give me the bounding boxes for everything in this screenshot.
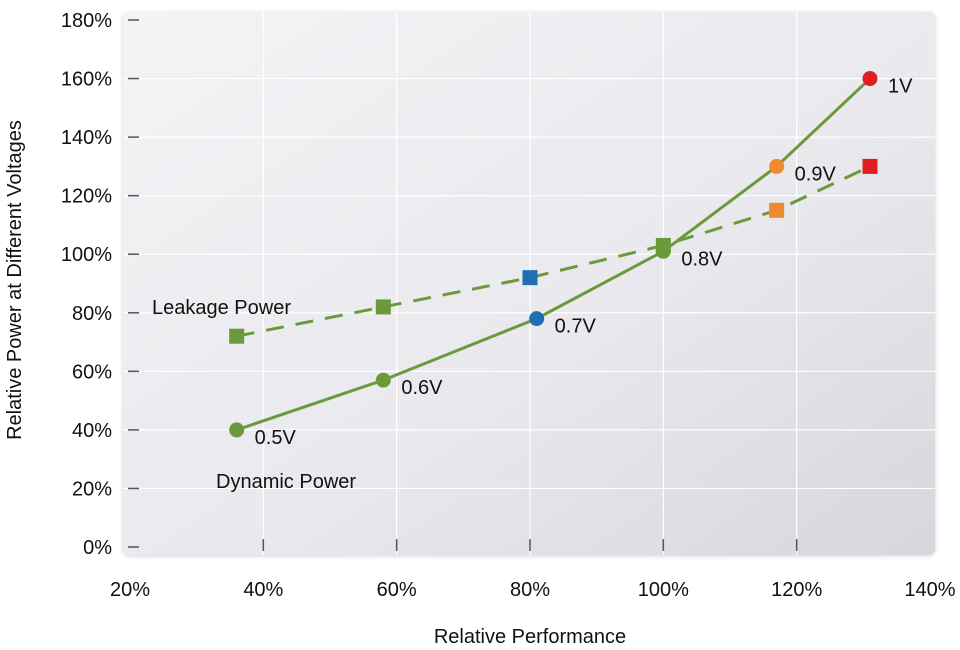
dynamic-point bbox=[529, 311, 545, 327]
point-labels: 0.5V 0.6V 0.7V 0.8V 0.9V 1V bbox=[255, 76, 913, 449]
voltage-label: 0.6V bbox=[401, 377, 443, 399]
leakage-point bbox=[375, 299, 391, 315]
y-tick-labels: 0% 20% 40% 60% 80% 100% 120% 140% 160% 180% bbox=[61, 10, 112, 559]
y-tick-label: 160% bbox=[61, 69, 112, 91]
y-tick-label: 40% bbox=[72, 420, 112, 442]
leakage-point bbox=[862, 158, 878, 174]
y-tick-label: 80% bbox=[72, 303, 112, 325]
series-lines bbox=[236, 77, 872, 432]
leakage-point bbox=[522, 270, 538, 286]
y-tick-label: 60% bbox=[72, 361, 112, 383]
series-line-dynamic bbox=[236, 77, 872, 432]
series-markers bbox=[229, 71, 878, 438]
x-tick-labels: 20% 40% 60% 80% 100% 120% 140% bbox=[110, 579, 956, 601]
dynamic-point bbox=[375, 372, 391, 388]
dynamic-point bbox=[862, 71, 878, 87]
series-label-dynamic: Dynamic Power bbox=[216, 471, 356, 493]
x-tick-label: 80% bbox=[510, 579, 550, 601]
series-line-leakage bbox=[236, 165, 871, 338]
y-axis-label: Relative Power at Different Voltages bbox=[4, 120, 26, 440]
dynamic-point bbox=[229, 422, 245, 438]
voltage-label: 0.9V bbox=[795, 163, 837, 185]
voltage-label: 0.8V bbox=[681, 248, 723, 270]
y-tick-label: 140% bbox=[61, 127, 112, 149]
voltage-label: 0.7V bbox=[555, 316, 597, 338]
x-axis-label: Relative Performance bbox=[434, 626, 626, 648]
y-tick-label: 0% bbox=[83, 537, 112, 559]
x-tick-label: 60% bbox=[377, 579, 417, 601]
x-tick-label: 20% bbox=[110, 579, 150, 601]
axis-ticks bbox=[128, 19, 798, 551]
leakage-point bbox=[229, 328, 245, 344]
leakage-point bbox=[769, 202, 785, 218]
leakage-point bbox=[655, 237, 671, 253]
x-tick-label: 40% bbox=[243, 579, 283, 601]
y-tick-label: 180% bbox=[61, 10, 112, 32]
x-tick-label: 120% bbox=[771, 579, 822, 601]
x-tick-label: 100% bbox=[638, 579, 689, 601]
y-tick-label: 120% bbox=[61, 186, 112, 208]
dynamic-point bbox=[769, 158, 785, 174]
grid bbox=[123, 12, 935, 555]
series-label-leakage: Leakage Power bbox=[152, 297, 291, 319]
voltage-label: 0.5V bbox=[255, 427, 297, 449]
voltage-label: 1V bbox=[888, 76, 913, 98]
y-tick-label: 20% bbox=[72, 478, 112, 500]
y-tick-label: 100% bbox=[61, 244, 112, 266]
x-tick-label: 140% bbox=[904, 579, 955, 601]
